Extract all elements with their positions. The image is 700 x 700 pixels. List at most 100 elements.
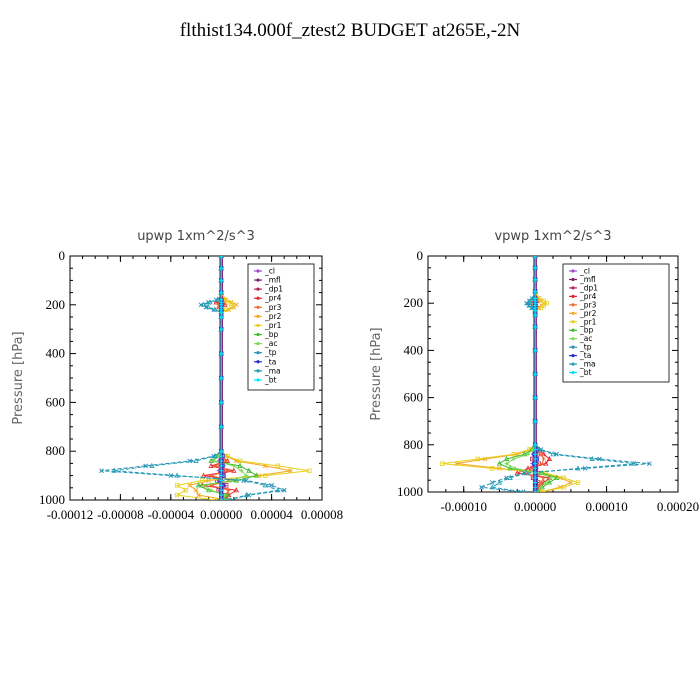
data-point-bt xyxy=(219,473,224,478)
data-point-pr1 xyxy=(541,298,546,304)
x-tick-label: -0.00004 xyxy=(148,507,195,522)
data-point-ma xyxy=(275,487,281,493)
data-point-pr1 xyxy=(440,461,445,466)
data-point-bt xyxy=(533,456,538,461)
y-tick-label: 200 xyxy=(404,295,424,310)
x-tick-label: 0.00010 xyxy=(585,499,627,514)
data-point-bt xyxy=(219,498,224,500)
data-point-bt xyxy=(533,490,538,492)
data-point-bt xyxy=(219,458,224,463)
legend-label-dp1: _dp1 xyxy=(264,285,283,294)
data-point-pr1 xyxy=(544,300,549,306)
data-point-bp xyxy=(246,467,252,473)
data-point-pr1 xyxy=(200,478,205,483)
data-point-bt xyxy=(533,442,538,447)
data-point-bt xyxy=(219,400,224,405)
chart-panel-1: upwp 1xm^2/s^3 Pressure [hPa] 0 200 400 600 80… xyxy=(11,229,343,522)
legend-label-bp: _bp xyxy=(264,330,279,339)
y-axis-label: Pressure [hPa] xyxy=(369,327,384,420)
legend-label-tp: _tp xyxy=(264,348,277,357)
data-point-ac xyxy=(526,452,530,457)
legend-label-pr3: _pr3 xyxy=(264,303,282,312)
data-point-pr1 xyxy=(490,466,495,471)
legend-label-pr4: _pr4 xyxy=(264,294,282,303)
y-tick-label: 600 xyxy=(404,390,424,405)
data-point-ma xyxy=(536,446,543,452)
legend-label-pr4: _pr4 xyxy=(579,292,597,301)
data-point-ma xyxy=(149,462,155,468)
legend-label-ta: _ta xyxy=(264,357,276,366)
data-point-pr1 xyxy=(212,497,218,500)
legend-marker xyxy=(571,294,575,298)
legend-marker xyxy=(571,337,575,341)
data-point-tp xyxy=(597,456,602,462)
chart-title: vpwp 1xm^2/s^3 xyxy=(494,229,611,244)
data-point-pr4 xyxy=(546,455,553,461)
data-point-pr4 xyxy=(208,462,214,468)
data-point-ma xyxy=(525,300,531,306)
data-point-ac xyxy=(543,480,548,485)
data-point-ma xyxy=(212,453,218,459)
legend-marker xyxy=(571,370,575,375)
data-point-bt xyxy=(219,278,224,283)
legend-marker xyxy=(256,305,260,309)
data-point-bt xyxy=(219,327,224,332)
legend-label-cl: _cl xyxy=(579,267,590,276)
data-point-bt xyxy=(219,463,224,468)
data-point-bt xyxy=(533,419,538,424)
data-point-pr2 xyxy=(497,466,502,471)
legend-label-tp: _tp xyxy=(579,343,592,352)
data-point-pr1 xyxy=(575,480,581,485)
data-point-pr2 xyxy=(225,497,230,500)
data-point-ac xyxy=(548,475,553,480)
data-point-bt xyxy=(219,290,224,295)
data-point-ma xyxy=(205,304,212,310)
legend-label-dp1: _dp1 xyxy=(579,283,598,292)
data-point-pr1 xyxy=(475,456,481,462)
legend: _cl_mfl_dp1_pr4_pr3_pr2_pr1_bp_ac_tp_ta_… xyxy=(562,263,670,383)
legend-label-pr1: _pr1 xyxy=(264,321,282,330)
y-axis-label: Pressure [hPa] xyxy=(11,331,26,424)
data-point-bt xyxy=(533,313,538,317)
data-point-bt xyxy=(219,266,224,271)
data-point-bt xyxy=(533,324,538,329)
data-point-ma xyxy=(489,484,495,490)
legend-label-mfl: _mfl xyxy=(579,275,596,284)
series-line-pr1 xyxy=(442,256,580,492)
data-point-bt xyxy=(533,461,538,466)
legend-label-bp: _bp xyxy=(579,326,594,335)
legend-marker xyxy=(256,287,260,291)
data-point-bt xyxy=(533,466,538,471)
data-point-ma xyxy=(207,299,213,305)
data-point-pr3 xyxy=(209,473,214,478)
legend-label-ac: _ac xyxy=(264,339,277,348)
legend-label-cl: _cl xyxy=(264,267,275,276)
data-point-bt xyxy=(219,468,224,473)
legend-marker xyxy=(571,277,575,282)
data-point-ac xyxy=(538,485,543,490)
data-point-pr4 xyxy=(213,299,219,305)
data-point-bp xyxy=(237,462,243,468)
data-point-bt xyxy=(219,376,224,380)
data-point-bt xyxy=(533,348,538,353)
data-point-bt xyxy=(219,478,224,483)
data-point-ac xyxy=(511,456,516,461)
legend-box xyxy=(247,263,315,391)
data-point-bt xyxy=(219,310,224,315)
data-point-pr1 xyxy=(229,305,234,310)
data-point-tp xyxy=(489,480,495,485)
legend-marker xyxy=(256,351,260,355)
legend-label-ma: _ma xyxy=(264,366,281,375)
data-point-ma xyxy=(507,474,513,480)
data-point-pr4 xyxy=(543,460,549,466)
data-point-ma xyxy=(575,465,581,471)
legend-marker xyxy=(256,269,260,273)
data-point-pr1 xyxy=(183,488,189,493)
data-point-bt xyxy=(219,351,224,356)
data-point-ma xyxy=(174,472,180,478)
legend-label-ma: _ma xyxy=(579,360,596,369)
legend-marker xyxy=(571,269,575,273)
y-tick-label: 1000 xyxy=(39,492,65,507)
data-point-ac xyxy=(513,466,518,471)
legend-label-bt: _bt xyxy=(579,368,592,377)
